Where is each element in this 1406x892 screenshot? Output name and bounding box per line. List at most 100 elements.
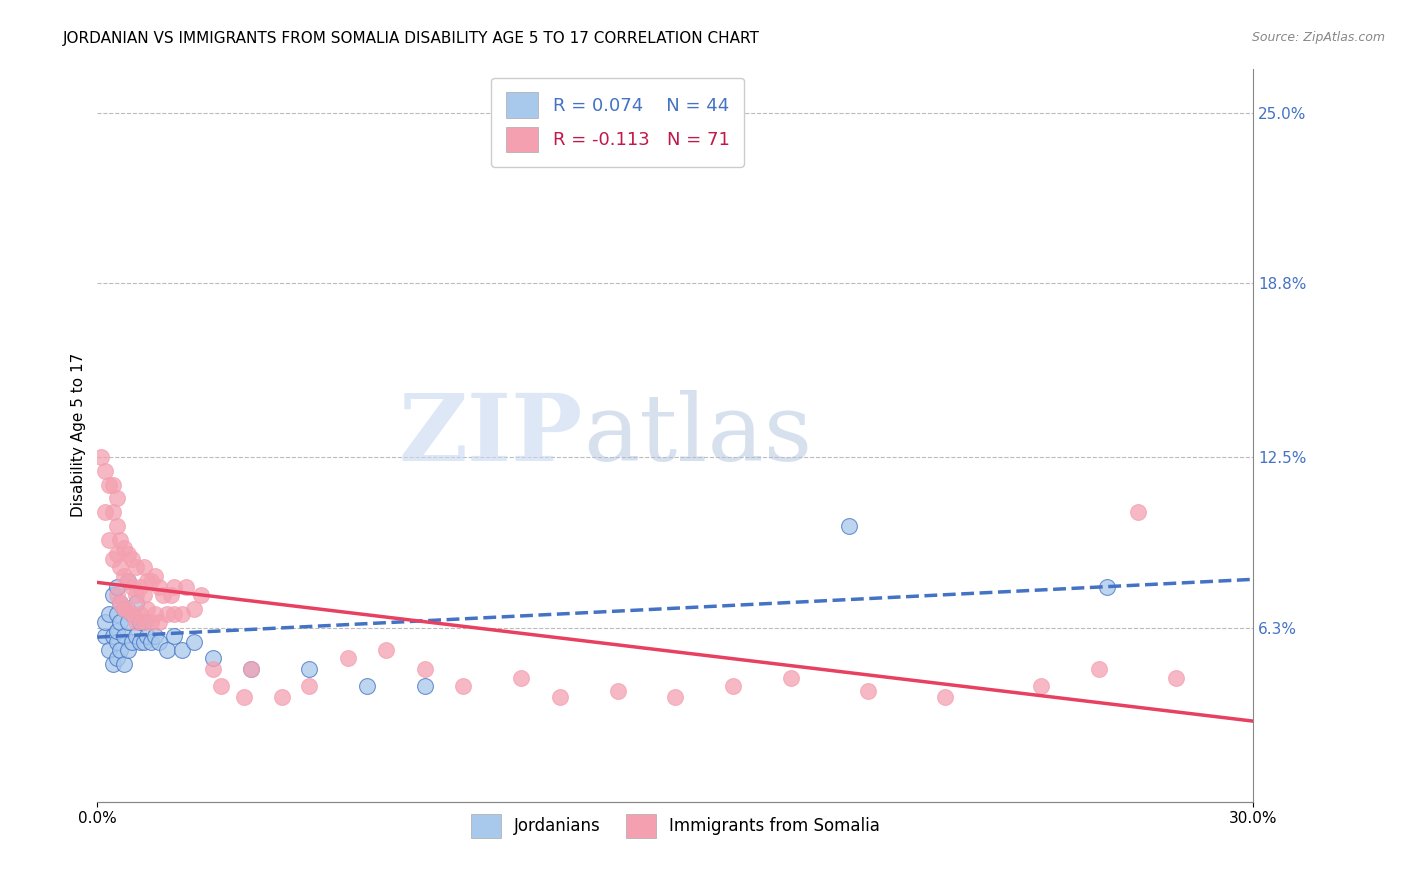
Point (117, 615, 139, 630)
Point (152, 588, 174, 602)
Point (132, 588, 155, 602)
Point (125, 615, 148, 630)
Point (141, 615, 163, 630)
Point (101, 588, 124, 602)
Point (112, 601, 135, 615)
Point (163, 629, 186, 643)
Point (172, 643, 194, 657)
Point (94, 629, 117, 643)
Point (101, 477, 124, 491)
Point (128, 580, 150, 594)
Point (101, 657, 124, 671)
Point (125, 560, 148, 574)
Y-axis label: Disability Age 5 to 17: Disability Age 5 to 17 (72, 353, 86, 517)
Text: JORDANIAN VS IMMIGRANTS FROM SOMALIA DISABILITY AGE 5 TO 17 CORRELATION CHART: JORDANIAN VS IMMIGRANTS FROM SOMALIA DIS… (63, 31, 761, 46)
Point (413, 662, 436, 676)
Point (97, 477, 120, 491)
Point (105, 519, 128, 533)
Point (128, 634, 150, 648)
Point (125, 588, 148, 602)
Point (240, 662, 263, 676)
Point (141, 574, 163, 588)
Point (143, 629, 166, 643)
Point (336, 651, 359, 665)
Point (298, 662, 321, 676)
Point (97, 607, 120, 622)
Point (136, 601, 159, 615)
Point (856, 684, 879, 698)
Point (101, 629, 124, 643)
Point (121, 552, 143, 566)
Point (190, 588, 212, 602)
Point (105, 588, 128, 602)
Point (136, 629, 159, 643)
Point (112, 657, 135, 671)
Point (148, 580, 170, 594)
Point (110, 596, 132, 610)
Point (298, 679, 321, 693)
Point (117, 601, 139, 615)
Point (117, 574, 139, 588)
Point (132, 634, 155, 648)
Point (209, 679, 232, 693)
Point (110, 643, 132, 657)
Point (240, 662, 263, 676)
Point (110, 615, 132, 630)
Point (94, 464, 117, 478)
Point (1166, 671, 1188, 685)
Point (101, 505, 124, 519)
Point (606, 684, 628, 698)
Point (548, 690, 571, 704)
Point (110, 533, 132, 547)
Text: atlas: atlas (583, 390, 813, 480)
Point (1088, 662, 1111, 676)
Text: ZIP: ZIP (399, 390, 583, 480)
Point (105, 624, 128, 638)
Point (112, 629, 135, 643)
Point (163, 607, 186, 622)
Point (172, 607, 194, 622)
Point (125, 629, 148, 643)
Point (121, 607, 143, 622)
Point (121, 607, 143, 622)
Point (721, 679, 744, 693)
Point (934, 690, 956, 704)
Point (156, 643, 179, 657)
Point (105, 634, 128, 648)
Point (510, 671, 533, 685)
Point (664, 690, 686, 704)
Point (136, 574, 159, 588)
Point (110, 596, 132, 610)
Point (375, 643, 398, 657)
Point (413, 679, 436, 693)
Point (141, 634, 163, 648)
Point (132, 560, 155, 574)
Point (1095, 580, 1118, 594)
Point (97, 533, 120, 547)
Point (132, 615, 155, 630)
Legend: Jordanians, Immigrants from Somalia: Jordanians, Immigrants from Somalia (464, 807, 887, 845)
Point (90, 450, 112, 464)
Point (183, 634, 205, 648)
Point (356, 679, 378, 693)
Point (110, 560, 132, 574)
Point (128, 607, 150, 622)
Point (183, 601, 205, 615)
Point (117, 574, 139, 588)
Point (105, 491, 128, 506)
Point (105, 547, 128, 561)
Point (94, 505, 117, 519)
Point (112, 601, 135, 615)
Point (125, 596, 148, 610)
Point (112, 541, 135, 555)
Point (271, 690, 294, 704)
Text: Source: ZipAtlas.com: Source: ZipAtlas.com (1251, 31, 1385, 45)
Point (101, 552, 124, 566)
Point (780, 671, 803, 685)
Point (132, 615, 155, 630)
Point (117, 643, 139, 657)
Point (1126, 505, 1149, 519)
Point (232, 690, 254, 704)
Point (201, 651, 224, 665)
Point (117, 547, 139, 561)
